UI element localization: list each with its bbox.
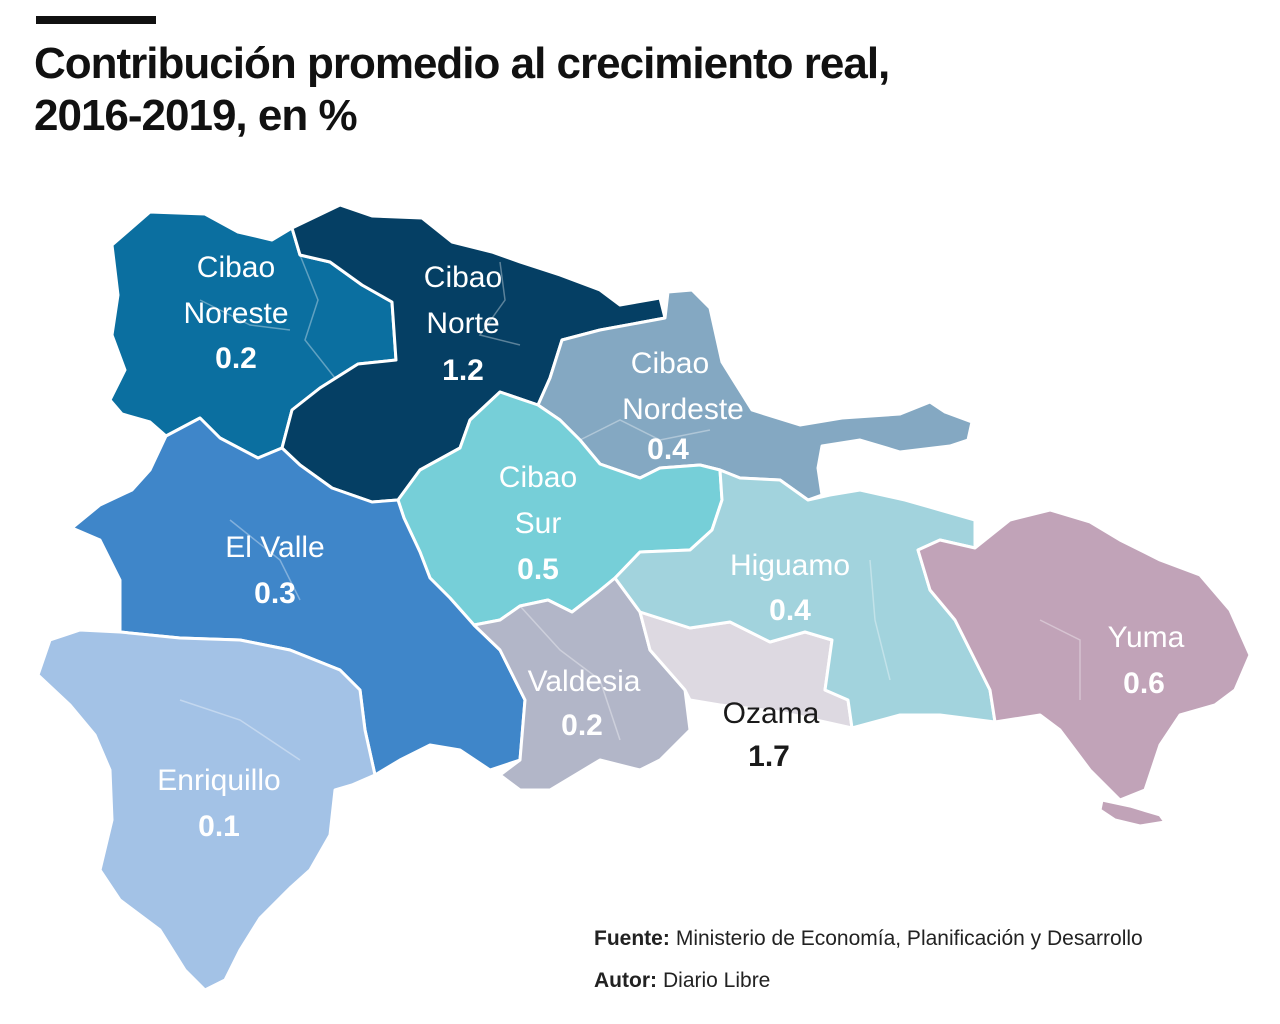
region-enriquillo-shape xyxy=(36,628,377,992)
region-label-enriquillo: Enriquillo 0.1 xyxy=(157,764,280,843)
region-label-ozama-value: 1.7 xyxy=(748,740,790,773)
region-label-el-valle-value: 0.3 xyxy=(254,577,296,610)
region-label-el-valle-name: El Valle xyxy=(225,531,325,564)
region-label-el-valle: El Valle 0.3 xyxy=(225,531,325,610)
region-label-cibao-norte: Cibao Norte 1.2 xyxy=(424,261,502,387)
author-text: Diario Libre xyxy=(662,969,771,992)
region-label-ozama-name: Ozama xyxy=(723,697,820,730)
region-label-cibao-noroeste: Cibao Noreste 0.2 xyxy=(183,251,288,375)
author-label: Autor: xyxy=(594,969,657,992)
region-label-cibao-noroeste-value: 0.2 xyxy=(215,342,257,375)
region-label-cibao-sur-name-1: Cibao xyxy=(499,461,577,494)
region-label-ozama: Ozama 1.7 xyxy=(723,697,820,773)
source-credit: Fuente: Ministerio de Economía, Planifica… xyxy=(594,927,1143,951)
region-label-cibao-norte-name-2: Norte xyxy=(426,307,499,340)
region-valdesia-shape xyxy=(472,576,692,792)
region-yuma-island xyxy=(1098,798,1167,828)
source-text: Ministerio de Economía, Planificación y … xyxy=(675,927,1143,950)
region-label-cibao-noroeste-name-2: Noreste xyxy=(183,297,288,330)
region-label-cibao-noroeste-name-1: Cibao xyxy=(197,251,275,284)
region-label-higuamo-name: Higuamo xyxy=(730,549,850,582)
region-label-yuma-value: 0.6 xyxy=(1123,667,1165,700)
map-title-line-2: 2016-2019, en % xyxy=(34,91,358,140)
source-label: Fuente: xyxy=(594,927,670,950)
province-lines xyxy=(179,254,1081,761)
region-label-cibao-norte-value: 1.2 xyxy=(442,354,484,387)
region-label-cibao-nordeste-value: 0.4 xyxy=(647,433,689,466)
region-yuma-shape xyxy=(916,508,1252,802)
region-label-enriquillo-value: 0.1 xyxy=(198,810,240,843)
region-label-enriquillo-name: Enriquillo xyxy=(157,764,280,797)
author-credit: Autor: Diario Libre xyxy=(594,969,770,993)
map-title: Contribución promedio al crecimiento rea… xyxy=(34,38,1134,142)
region-enriquillo xyxy=(36,628,377,992)
map-title-line-1: Contribución promedio al crecimiento rea… xyxy=(34,39,890,88)
region-label-cibao-sur-value: 0.5 xyxy=(517,553,559,586)
region-label-cibao-sur: Cibao Sur 0.5 xyxy=(499,461,577,586)
region-valdesia xyxy=(472,576,692,792)
region-label-cibao-sur-name-2: Sur xyxy=(515,507,562,540)
region-el-valle xyxy=(70,416,527,777)
region-label-valdesia-value: 0.2 xyxy=(561,709,603,742)
region-el-valle-shape xyxy=(70,416,527,777)
region-label-higuamo-value: 0.4 xyxy=(769,594,811,627)
region-label-cibao-nordeste-name-1: Cibao xyxy=(631,347,709,380)
region-label-yuma: Yuma 0.6 xyxy=(1108,621,1185,700)
region-label-valdesia-name: Valdesia xyxy=(528,665,641,698)
region-label-higuamo: Higuamo 0.4 xyxy=(730,549,850,627)
region-label-cibao-nordeste: Cibao Nordeste 0.4 xyxy=(622,347,744,466)
region-yuma xyxy=(916,508,1252,828)
title-accent-bar xyxy=(36,16,156,24)
region-label-cibao-norte-name-1: Cibao xyxy=(424,261,502,294)
region-label-cibao-nordeste-name-2: Nordeste xyxy=(622,393,744,426)
region-label-yuma-name: Yuma xyxy=(1108,621,1185,654)
region-label-valdesia: Valdesia 0.2 xyxy=(528,665,641,742)
